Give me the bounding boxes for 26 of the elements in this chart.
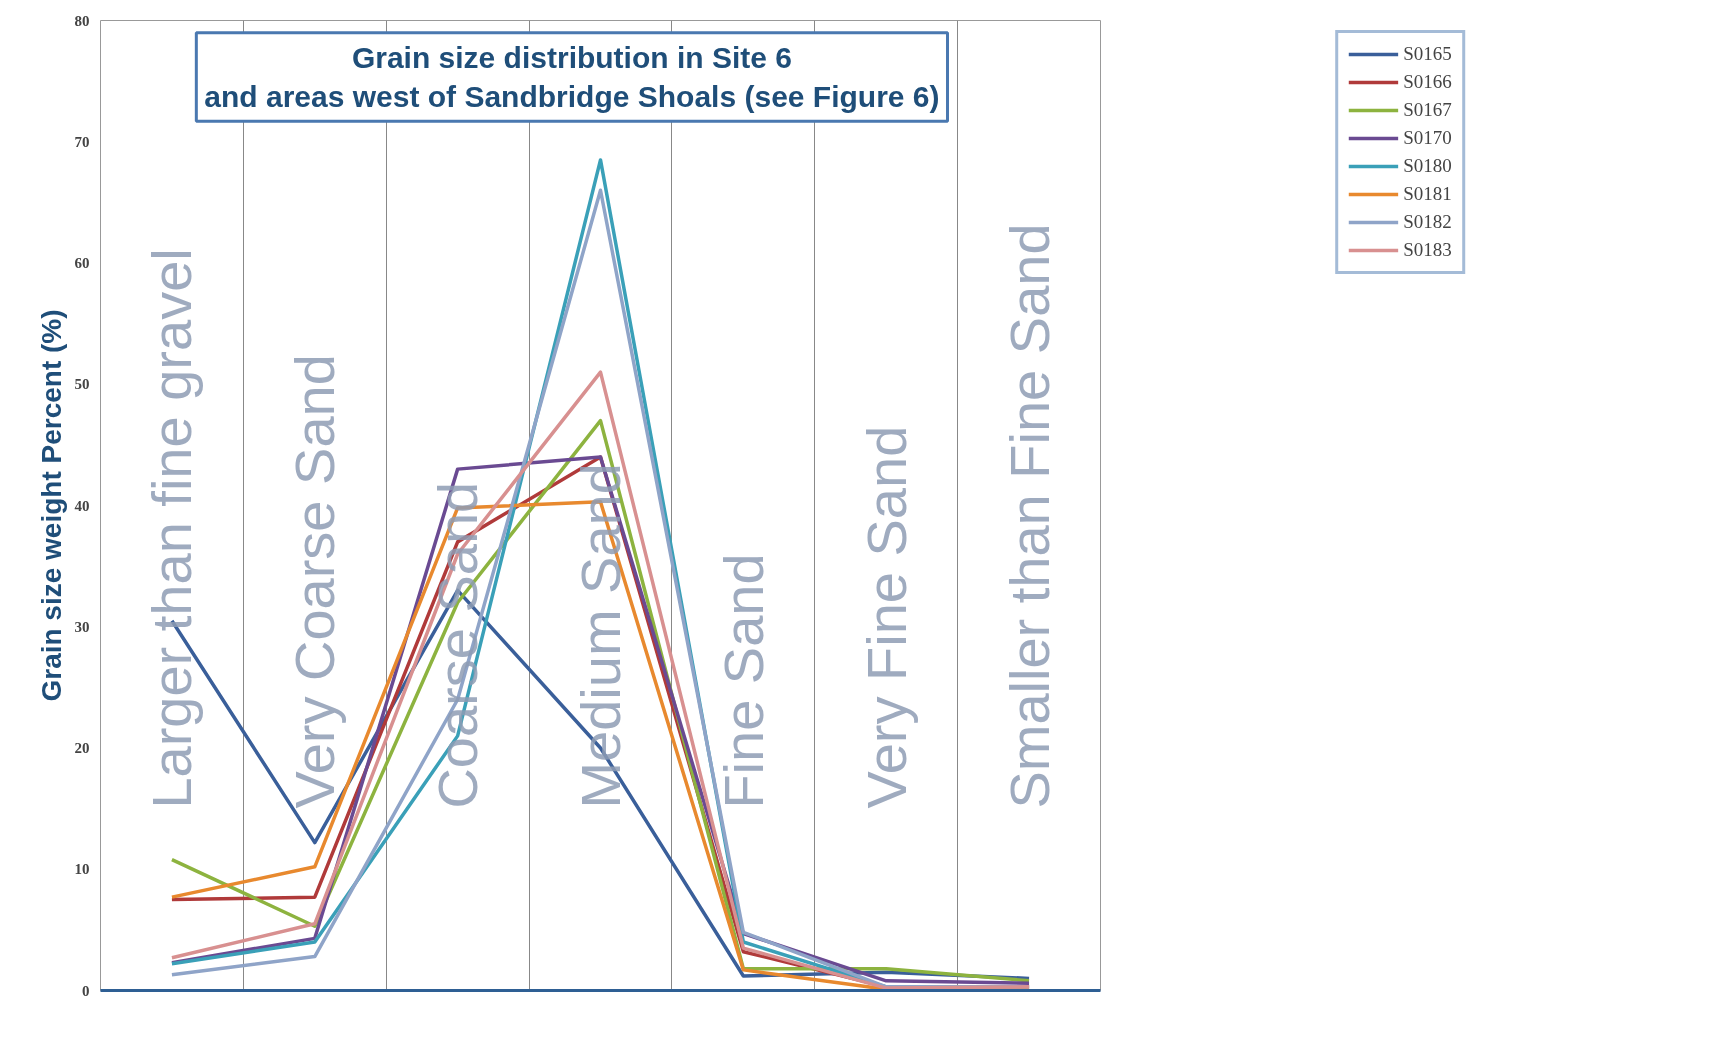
legend-label: S0170 xyxy=(1403,127,1452,149)
legend-label: S0180 xyxy=(1403,155,1452,177)
x-tick-label: Smaller than Fine Sand xyxy=(997,223,1061,809)
x-tick-label: Very Coarse Sand xyxy=(283,354,347,809)
legend-label: S0181 xyxy=(1403,183,1452,205)
y-tick-label: 10 xyxy=(74,861,90,878)
legend-label: S0167 xyxy=(1403,99,1452,121)
y-tick-label: 40 xyxy=(74,497,90,514)
x-tick-label: Fine Sand xyxy=(711,553,775,809)
y-tick-label: 0 xyxy=(82,982,90,999)
x-tick-label: Medium Sand xyxy=(569,463,632,809)
x-tick-label: Larger than fine gravel xyxy=(140,248,204,809)
text: Grain size distribution in Site 6 and areas west of Sandbridge Shoals (see Figure 6) xyxy=(204,40,940,114)
y-tick-label: 50 xyxy=(74,376,90,393)
x-tick-label: Coarse Sand xyxy=(426,481,490,809)
y-tick-label: 30 xyxy=(74,618,90,635)
y-tick-label: 80 xyxy=(74,12,90,29)
y-tick-label: 70 xyxy=(74,133,90,150)
y-tick-label: 20 xyxy=(74,740,90,756)
legend-label: S0183 xyxy=(1403,239,1452,261)
legend-label: S0165 xyxy=(1403,43,1452,65)
x-tick-label: Very Fine Sand xyxy=(854,425,918,809)
legend-label: S0182 xyxy=(1403,211,1452,233)
y-axis-title: Grain size weight Percent (%) xyxy=(35,309,67,702)
y-tick-label: 60 xyxy=(74,255,90,271)
legend-label: S0166 xyxy=(1403,71,1452,93)
